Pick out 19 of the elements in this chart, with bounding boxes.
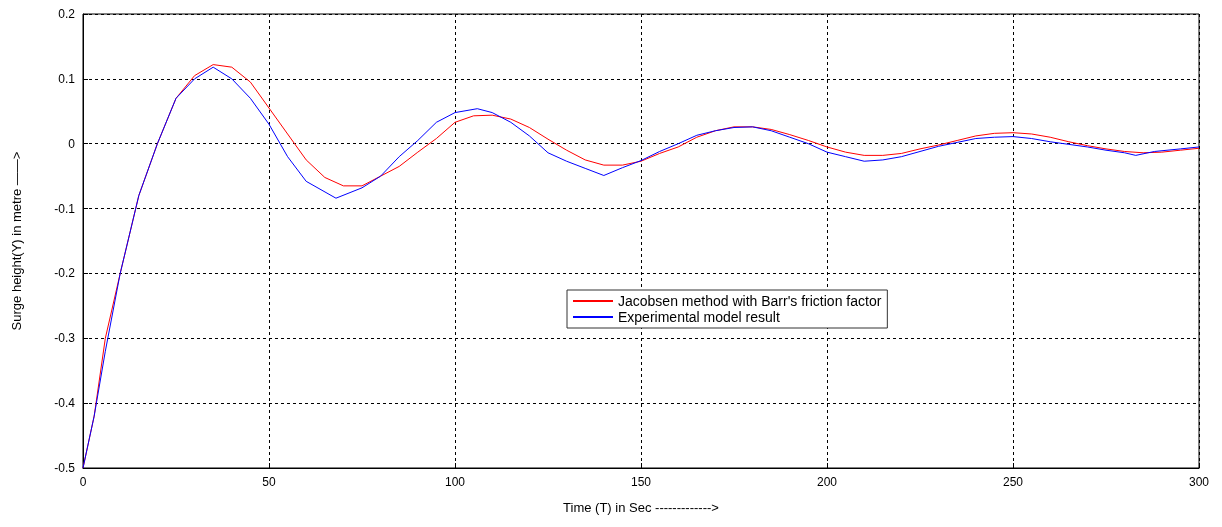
legend-label: Jacobsen method with Barr's friction factor	[618, 293, 882, 309]
y-tick-label: -0.1	[54, 201, 76, 216]
x-tick-label: 100	[444, 475, 466, 489]
y-tick-label: -0.5	[54, 461, 76, 475]
legend-label: Experimental model result	[618, 309, 780, 325]
x-axis-title: Time (T) in Sec ------------->	[563, 500, 719, 515]
y-tick-label: 0.2	[58, 7, 76, 21]
x-tick-label: 300	[1188, 475, 1210, 489]
y-tick-label: -0.2	[54, 266, 76, 281]
y-tick-label: 0.1	[58, 71, 76, 86]
y-tick-label: 0	[68, 136, 76, 151]
y-axis-title: Surge height(Y) in metre ——>	[9, 151, 24, 331]
x-tick-label: 200	[816, 475, 838, 489]
x-tick-label: 50	[262, 475, 276, 489]
y-tick-label: -0.4	[54, 396, 76, 411]
x-tick-label: 0	[79, 475, 87, 489]
x-tick-label: 150	[630, 475, 652, 489]
y-tick-label: -0.3	[54, 331, 76, 346]
x-tick-label: 250	[1002, 475, 1024, 489]
